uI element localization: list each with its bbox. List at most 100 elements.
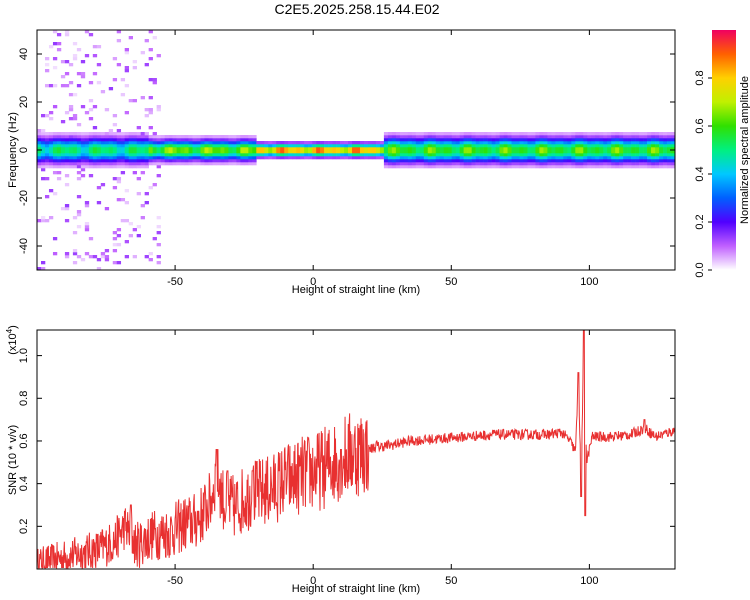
heatmap-cell [37,153,42,157]
heatmap-cell [116,261,122,265]
heatmap-cell [391,153,397,157]
heatmap-cell [76,135,82,139]
heatmap-cell [280,144,285,148]
heatmap-cell [539,141,544,145]
heatmap-cell [531,159,536,163]
heatmap-cell [379,141,385,145]
heatmap-cell [328,147,333,151]
heatmap-cell [667,153,672,157]
heatmap-cell [37,150,42,154]
heatmap-cell [256,141,261,145]
heatmap-cell [607,156,612,160]
heatmap-cell [136,153,141,157]
heatmap-cell [136,192,141,196]
heatmap-cell [475,132,480,136]
heatmap-cell [96,147,102,151]
heatmap-cell [136,156,141,160]
heatmap-cell [447,162,452,166]
heatmap-cell [515,165,520,169]
heatmap-cell [52,237,58,241]
heatmap-cell [200,156,205,160]
heatmap-cell [112,123,118,127]
heatmap-cell [264,150,269,154]
heatmap-cell [623,132,628,136]
heatmap-cell [48,84,54,88]
heatmap-cell [76,138,82,142]
heatmap-cell [435,135,441,139]
heatmap-cell [451,147,456,151]
heatmap-cell [76,132,82,136]
heatmap-cell [575,165,580,169]
heatmap-cell [96,156,102,160]
heatmap-cell [60,165,66,169]
heatmap-cell [519,159,524,163]
heatmap-cell [124,156,130,160]
heatmap-cell [487,156,492,160]
heatmap-cell [567,144,572,148]
heatmap-cell [547,141,552,145]
heatmap-cell [379,153,385,157]
heatmap-cell [607,147,612,151]
heatmap-cell [184,144,189,148]
heatmap-cell [88,156,94,160]
heatmap-cell [37,156,42,160]
heatmap-cell [76,162,82,166]
heatmap-cell [567,135,572,139]
heatmap-cell [212,138,217,142]
heatmap-cell [507,150,512,154]
heatmap-cell [639,150,644,154]
heatmap-cell [260,141,265,145]
heatmap-cell [336,156,341,160]
heatmap-cell [140,147,145,151]
heatmap-cell [112,135,118,139]
heatmap-cell [643,141,648,145]
heatmap-cell [184,156,189,160]
heatmap-cell [72,132,78,136]
heatmap-cell [519,144,524,148]
heatmap-cell [76,195,82,199]
heatmap-cell [84,141,90,145]
heatmap-cell [575,144,580,148]
heatmap-cell [156,150,161,154]
heatmap-cell [583,153,588,157]
heatmap-cell [132,66,137,70]
heatmap-cell [439,132,445,136]
heatmap-cell [288,147,293,151]
heatmap-cell [76,144,82,148]
heatmap-cell [371,153,377,157]
heatmap-cell [72,162,78,166]
heatmap-cell [659,156,664,160]
heatmap-cell [52,84,58,88]
heatmap-cell [451,138,456,142]
heatmap-cell [543,150,548,154]
heatmap-cell [395,141,401,145]
heatmap-cell [152,162,157,166]
heatmap-cell [80,132,86,136]
heatmap-cell [623,162,628,166]
heatmap-cell [507,141,512,145]
heatmap-cell [100,141,106,145]
heatmap-cell [555,144,560,148]
heatmap-cell [136,135,141,139]
heatmap-cell [112,114,118,118]
heatmap-cell [160,144,165,148]
heatmap-cell [643,165,648,169]
y-tick-label: -40 [18,238,30,254]
heatmap-cell [419,132,425,136]
heatmap-cell [583,141,588,145]
heatmap-cell [383,144,389,148]
heatmap-cell [627,159,632,163]
heatmap-cell [487,144,492,148]
heatmap-cell [359,150,365,154]
heatmap-cell [655,135,660,139]
heatmap-cell [340,141,345,145]
heatmap-cell [232,159,237,163]
heatmap-cell [44,63,50,67]
heatmap-cell [184,147,189,151]
heatmap-cell [96,201,102,205]
heatmap-cell [168,156,173,160]
heatmap-cell [68,135,74,139]
heatmap-cell [176,153,181,157]
heatmap-cell [395,147,401,151]
heatmap-cell [639,135,644,139]
